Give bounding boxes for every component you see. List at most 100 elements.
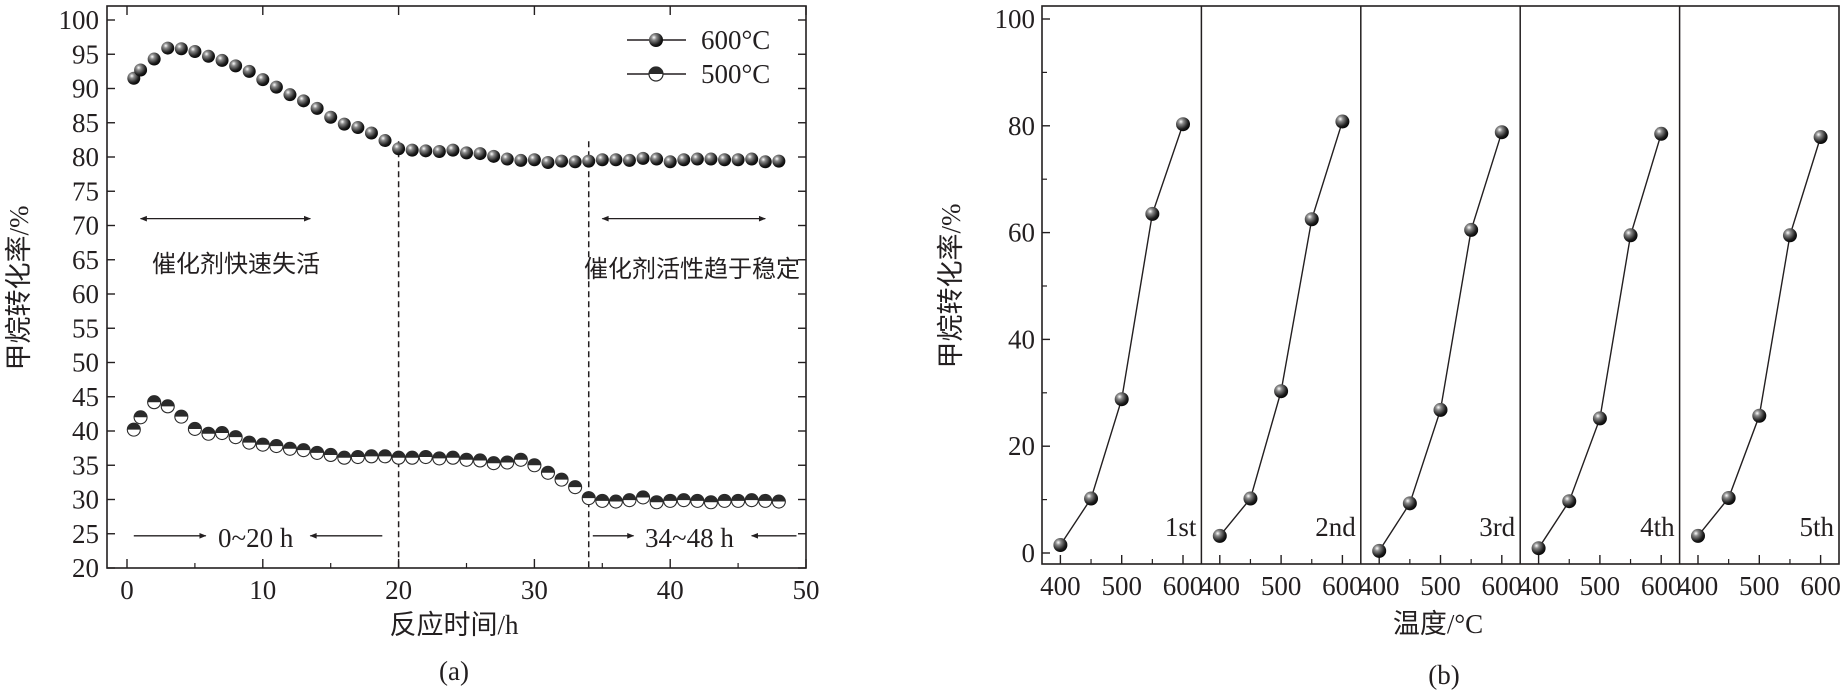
point-500C (731, 493, 746, 508)
a-ytick-label: 25 (72, 519, 99, 549)
a-xtick-label: 40 (657, 575, 684, 605)
legend-500C-label: 500°C (701, 59, 770, 89)
point-600C (541, 155, 555, 169)
b-xtick-label: 400 (1359, 571, 1400, 601)
point-500C (513, 452, 528, 467)
b-point (1243, 491, 1258, 506)
b-point (1053, 537, 1068, 552)
legend-600C-marker (649, 33, 663, 47)
point-500C (595, 493, 610, 508)
b-point (1114, 392, 1129, 407)
point-600C (758, 155, 772, 169)
point-500C (405, 450, 420, 465)
b-xtick-label: 600 (1322, 571, 1363, 601)
point-600C (351, 121, 365, 135)
b-point (1782, 228, 1797, 243)
point-500C (310, 445, 325, 460)
a-ytick-label: 20 (72, 553, 99, 583)
b-xtick-label: 500 (1580, 571, 1621, 601)
a-ytick-label: 90 (72, 74, 99, 104)
b-xtick-label: 400 (1040, 571, 1081, 601)
annotation-period-0-20h: 0~20 h (218, 523, 294, 553)
chart-b-caption: (b) (1428, 660, 1459, 690)
point-600C (745, 152, 759, 166)
b-point (1623, 228, 1638, 243)
point-500C (228, 430, 243, 445)
b-point (1084, 491, 1099, 506)
point-500C (703, 495, 718, 510)
point-500C (418, 449, 433, 465)
chart-b-xlabel: 温度/°C (1393, 609, 1483, 639)
chart-b-panel: 400 500 600 4th (1518, 6, 1681, 601)
b-point (1372, 543, 1387, 558)
a-xtick-label: 20 (385, 575, 412, 605)
chart-a-caption: (a) (439, 656, 469, 686)
point-500C (771, 494, 786, 509)
b-xtick-label: 500 (1261, 571, 1302, 601)
point-600C (473, 147, 487, 161)
b-ytick-label: 0 (1022, 538, 1036, 568)
point-600C (731, 153, 745, 167)
a-xtick-label: 10 (249, 575, 276, 605)
b-ytick-label: 60 (1008, 218, 1035, 248)
b-panel-label: 2nd (1315, 512, 1356, 542)
point-600C (147, 52, 161, 66)
point-500C (500, 455, 515, 470)
chart-b-panel: 400 500 600 2nd (1200, 6, 1363, 601)
point-500C (459, 452, 474, 467)
point-500C (622, 493, 637, 508)
point-600C (324, 110, 338, 124)
b-xtick-label: 500 (1101, 571, 1142, 601)
point-500C (282, 441, 298, 456)
a-ytick-label: 35 (72, 450, 99, 480)
b-series-line (1538, 133, 1662, 549)
b-point (1690, 528, 1705, 543)
point-600C (460, 146, 473, 160)
b-panel-label: 4th (1640, 512, 1675, 542)
point-600C (229, 59, 243, 73)
chart-b-frame (1041, 5, 1840, 565)
point-500C (147, 395, 162, 410)
a-ytick-label: 75 (72, 176, 99, 206)
b-point (1335, 114, 1350, 129)
b-series-line (1059, 123, 1184, 546)
point-600C (555, 154, 569, 168)
point-600C (174, 42, 188, 56)
point-500C (133, 410, 148, 425)
chart-b-panel: 400 500 600 1st (1040, 117, 1203, 601)
b-xtick-label: 600 (1641, 571, 1682, 601)
point-500C (215, 426, 230, 441)
point-600C (718, 153, 732, 167)
b-point (1145, 206, 1160, 221)
a-ytick-label: 45 (72, 382, 99, 412)
point-500C (337, 450, 352, 465)
a-xtick-label: 0 (120, 575, 134, 605)
point-600C (636, 151, 650, 165)
point-500C (554, 472, 569, 487)
point-500C (581, 491, 596, 506)
point-600C (622, 153, 636, 167)
point-600C (134, 63, 148, 77)
b-panel-label: 5th (1799, 512, 1834, 542)
point-600C (188, 45, 202, 59)
b-point (1562, 494, 1577, 509)
point-600C (297, 94, 311, 108)
b-panel-label: 1st (1165, 512, 1197, 542)
chart-a-legend: 600°C 500°C (627, 25, 770, 89)
point-600C (215, 53, 229, 67)
point-500C (242, 435, 257, 450)
point-500C (174, 409, 189, 424)
b-point (1592, 411, 1607, 426)
point-600C (378, 134, 392, 148)
point-600C (256, 73, 270, 87)
b-point (1752, 408, 1767, 423)
b-ytick-label: 80 (1008, 111, 1035, 141)
a-ytick-label: 60 (72, 279, 99, 309)
point-500C (187, 421, 202, 436)
b-ytick-label: 20 (1008, 431, 1035, 461)
b-series-line (1697, 136, 1822, 537)
b-xtick-label: 600 (1800, 571, 1841, 601)
point-500C (527, 458, 542, 473)
